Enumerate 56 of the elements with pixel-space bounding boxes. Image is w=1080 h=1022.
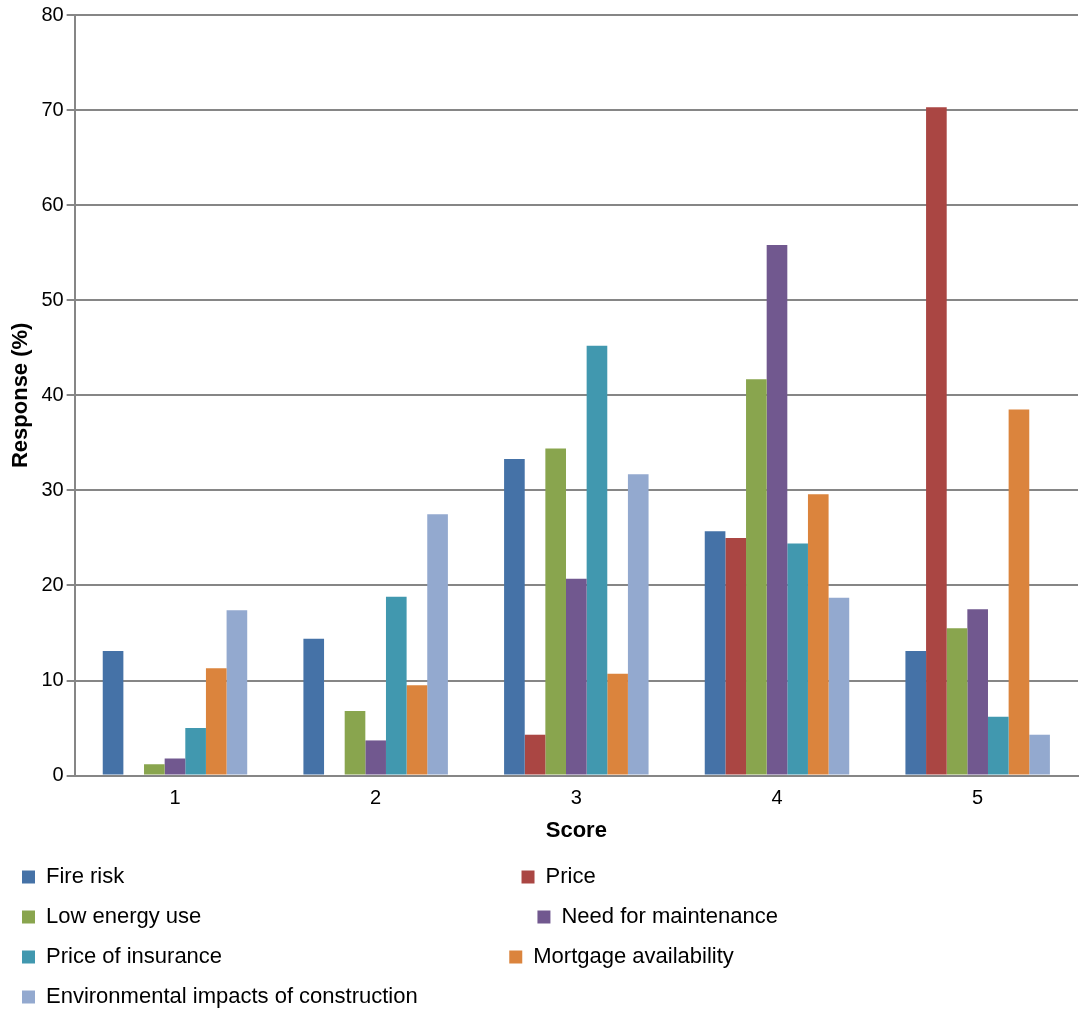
x-tick-label: 5 xyxy=(972,786,984,809)
legend-label: Price of insurance xyxy=(46,943,492,969)
bar xyxy=(926,107,947,775)
bar xyxy=(566,578,587,775)
bar xyxy=(385,596,407,775)
y-tick-label: 40 xyxy=(41,382,64,405)
bar xyxy=(905,651,927,775)
bar xyxy=(787,543,808,775)
y-tick-label: 30 xyxy=(41,477,64,500)
y-tick-label: 70 xyxy=(41,97,64,120)
bar xyxy=(807,494,829,775)
x-tick-label: 2 xyxy=(370,786,382,809)
x-tick-label: 1 xyxy=(169,786,181,809)
y-tick-label: 0 xyxy=(52,763,64,786)
bar xyxy=(144,764,165,775)
bar xyxy=(365,740,386,775)
bar xyxy=(303,638,325,775)
bar xyxy=(406,685,428,775)
bar xyxy=(545,448,566,775)
legend-label: Fire risk xyxy=(46,863,504,889)
bar xyxy=(725,537,747,775)
y-tick-label: 80 xyxy=(41,2,64,25)
bar xyxy=(946,628,968,775)
bar xyxy=(967,609,988,775)
y-tick-label: 50 xyxy=(41,287,64,310)
y-tick-label: 20 xyxy=(41,572,64,595)
bar xyxy=(344,710,366,775)
legend-label: Mortgage availability xyxy=(533,943,967,969)
legend-label: Need for maintenance xyxy=(561,903,1023,929)
x-axis-title: Score xyxy=(545,816,607,842)
legend-label: Price xyxy=(545,863,1024,889)
bar xyxy=(427,514,448,775)
bar xyxy=(627,474,649,775)
y-tick-label: 10 xyxy=(41,668,64,691)
bar xyxy=(226,610,248,775)
bar xyxy=(1029,734,1050,775)
legend-label: Low energy use xyxy=(46,903,520,929)
bar xyxy=(586,345,608,775)
bar xyxy=(1008,409,1030,775)
bar xyxy=(704,531,726,775)
bar xyxy=(102,651,124,775)
bar xyxy=(987,716,1009,775)
bar xyxy=(607,673,628,775)
x-tick-label: 3 xyxy=(570,786,582,809)
bar xyxy=(164,758,186,775)
y-tick-label: 60 xyxy=(41,192,64,215)
legend-label: Environmental impacts of construction xyxy=(46,983,455,1009)
bar xyxy=(504,459,525,775)
bar xyxy=(766,245,788,775)
y-axis-title: Response (%) xyxy=(7,322,33,469)
bar xyxy=(524,734,546,775)
x-tick-label: 4 xyxy=(771,786,783,809)
bar xyxy=(185,728,206,775)
bar xyxy=(828,597,850,775)
bar xyxy=(746,379,767,775)
bar xyxy=(205,668,227,775)
